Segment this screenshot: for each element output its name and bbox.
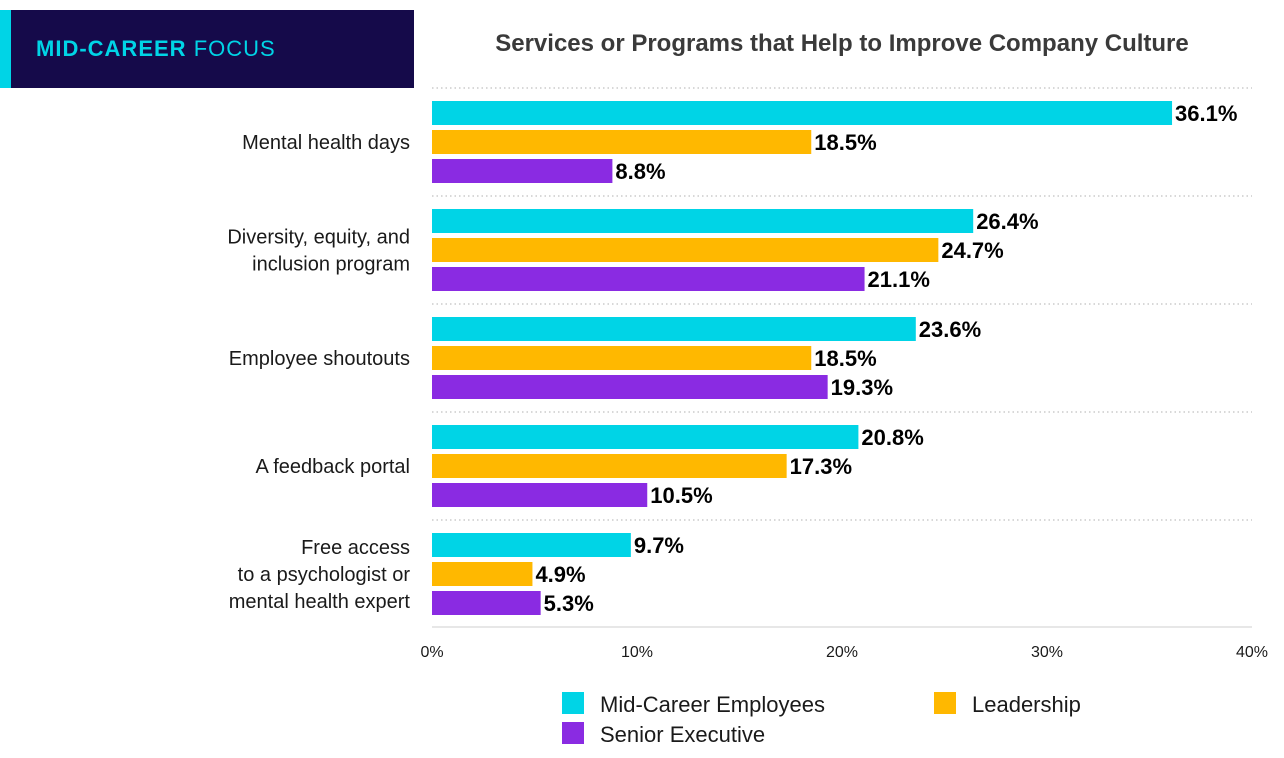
x-tick-label: 0% xyxy=(420,644,443,661)
data-label: 26.4% xyxy=(976,209,1038,234)
category-label-line: Mental health days xyxy=(242,132,410,154)
category-label: Mental health days xyxy=(242,132,410,154)
bar xyxy=(432,533,631,557)
legend-swatch xyxy=(562,722,584,744)
data-label: 19.3% xyxy=(831,375,893,400)
bar xyxy=(432,591,541,615)
legend-label: Mid-Career Employees xyxy=(600,692,825,717)
x-tick-label: 40% xyxy=(1236,644,1268,661)
chart-title: Services or Programs that Help to Improv… xyxy=(495,30,1189,57)
data-label: 36.1% xyxy=(1175,101,1237,126)
data-label: 21.1% xyxy=(868,267,930,292)
x-tick-label: 20% xyxy=(826,644,858,661)
data-label: 18.5% xyxy=(814,346,876,371)
data-label: 23.6% xyxy=(919,317,981,342)
category-label-line: to a psychologist or xyxy=(238,564,411,586)
badge-bold-text: MID-CAREER xyxy=(36,36,187,61)
data-label: 24.7% xyxy=(941,238,1003,263)
bar xyxy=(432,425,859,449)
bar xyxy=(432,375,828,399)
data-label: 8.8% xyxy=(615,159,665,184)
legend-swatch xyxy=(562,692,584,714)
category-label: Employee shoutouts xyxy=(229,348,410,370)
category-label-line: inclusion program xyxy=(252,254,410,276)
legend-label: Leadership xyxy=(972,692,1081,717)
data-label: 17.3% xyxy=(790,454,852,479)
bar xyxy=(432,209,974,233)
data-label: 9.7% xyxy=(634,533,684,558)
bar xyxy=(432,454,787,478)
legend-label: Senior Executive xyxy=(600,722,765,747)
category-label: Diversity, equity, and inclusion program xyxy=(227,227,410,276)
bar xyxy=(432,562,533,586)
bar xyxy=(432,346,812,370)
data-label: 20.8% xyxy=(861,425,923,450)
section-badge: MID-CAREER FOCUS xyxy=(0,10,414,88)
bar xyxy=(432,159,613,183)
data-label: 4.9% xyxy=(535,562,585,587)
x-tick-label: 30% xyxy=(1031,644,1063,661)
legend-swatch xyxy=(934,692,956,714)
data-label: 18.5% xyxy=(814,130,876,155)
bar xyxy=(432,483,648,507)
data-label: 10.5% xyxy=(650,483,712,508)
category-label-line: A feedback portal xyxy=(255,456,410,478)
category-label: Free access to a psychologist or mental he… xyxy=(229,537,411,613)
bar xyxy=(432,267,865,291)
data-label: 5.3% xyxy=(544,591,594,616)
bar xyxy=(432,130,812,154)
badge-light-text: FOCUS xyxy=(193,36,276,61)
bar xyxy=(432,238,939,262)
bar xyxy=(432,101,1173,125)
category-label-line: Diversity, equity, and xyxy=(227,227,410,249)
category-label-line: mental health expert xyxy=(229,591,411,613)
badge-text: MID-CAREER FOCUS xyxy=(36,36,276,62)
category-label: A feedback portal xyxy=(255,456,410,478)
category-label-line: Employee shoutouts xyxy=(229,348,410,370)
category-label-line: Free access xyxy=(301,537,410,559)
badge-accent-bar xyxy=(0,10,11,88)
x-tick-label: 10% xyxy=(621,644,653,661)
bar xyxy=(432,317,916,341)
